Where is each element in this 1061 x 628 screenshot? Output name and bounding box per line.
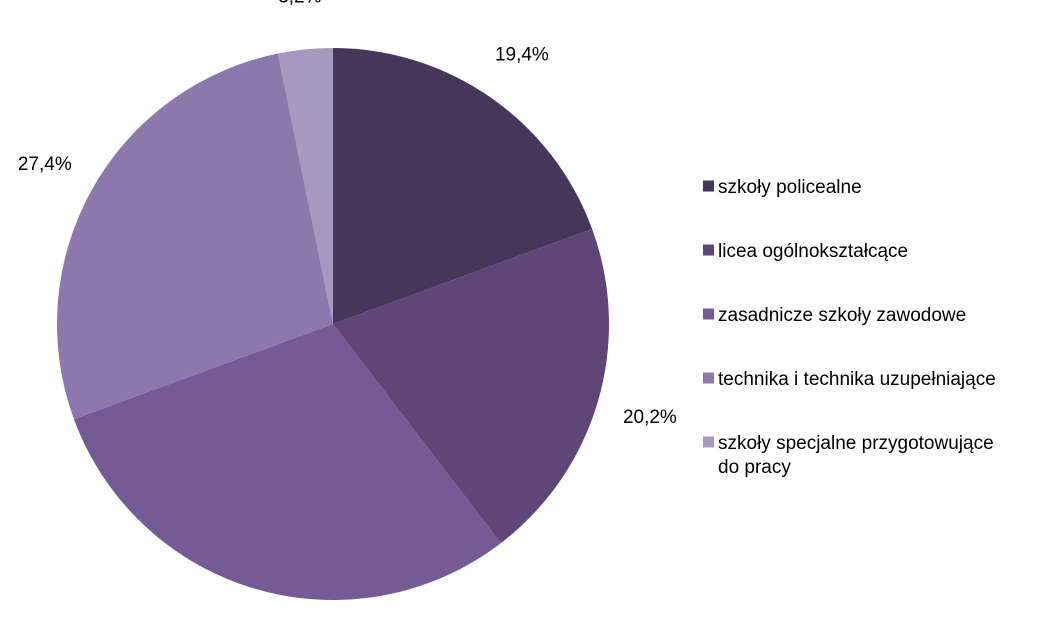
value-label-szkoly-specjalne: 3,2%: [278, 0, 321, 8]
pie-value-labels: 19,4%20,2%29,8%27,4%3,2%: [18, 0, 677, 428]
legend-item-technika: technika i technika uzupełniające: [703, 369, 996, 390]
value-label-technika: 27,4%: [18, 154, 72, 175]
pie-slice-technika: [56, 53, 334, 420]
legend-swatch-zasadnicze-szkoly-zawodowe: [703, 308, 714, 320]
legend-label-licea-ogolnoksztalcace: licea ogólnokształcące: [718, 241, 908, 262]
legend-label-technika: technika i technika uzupełniające: [718, 369, 996, 390]
legend-label-szkoly-policealne: szkoły policealne: [718, 177, 862, 198]
legend-item-licea-ogolnoksztalcace: licea ogólnokształcące: [703, 241, 908, 262]
legend-swatch-technika: [703, 372, 714, 384]
legend-swatch-szkoly-policealne: [703, 180, 714, 192]
value-label-licea-ogolnoksztalcace: 20,2%: [623, 407, 677, 428]
pie-slice-zasadnicze-szkoly-zawodowe: [73, 324, 501, 600]
legend-swatch-szkoly-specjalne: [703, 436, 714, 448]
legend-item-szkoly-policealne: szkoły policealne: [703, 177, 862, 198]
legend: szkoły policealne licea ogólnokształcące z…: [703, 177, 996, 478]
legend-swatch-licea-ogolnoksztalcace: [703, 244, 714, 256]
pie-slice-licea-ogolnoksztalcace: [333, 228, 609, 544]
value-label-szkoly-policealne: 19,4%: [495, 44, 549, 65]
legend-item-szkoly-specjalne: szkoły specjalne przygotowujące do pracy: [703, 433, 994, 478]
legend-label-szkoly-specjalne: szkoły specjalne przygotowujące do pracy: [718, 433, 994, 478]
pie-slice-szkoly-policealne: [333, 48, 593, 324]
legend-label-zasadnicze-szkoly-zawodowe: zasadnicze szkoły zawodowe: [718, 305, 966, 326]
legend-item-zasadnicze-szkoly-zawodowe: zasadnicze szkoły zawodowe: [703, 305, 966, 326]
pie-slice-szkoly-specjalne: [277, 48, 333, 324]
pie-slices: [56, 48, 609, 600]
